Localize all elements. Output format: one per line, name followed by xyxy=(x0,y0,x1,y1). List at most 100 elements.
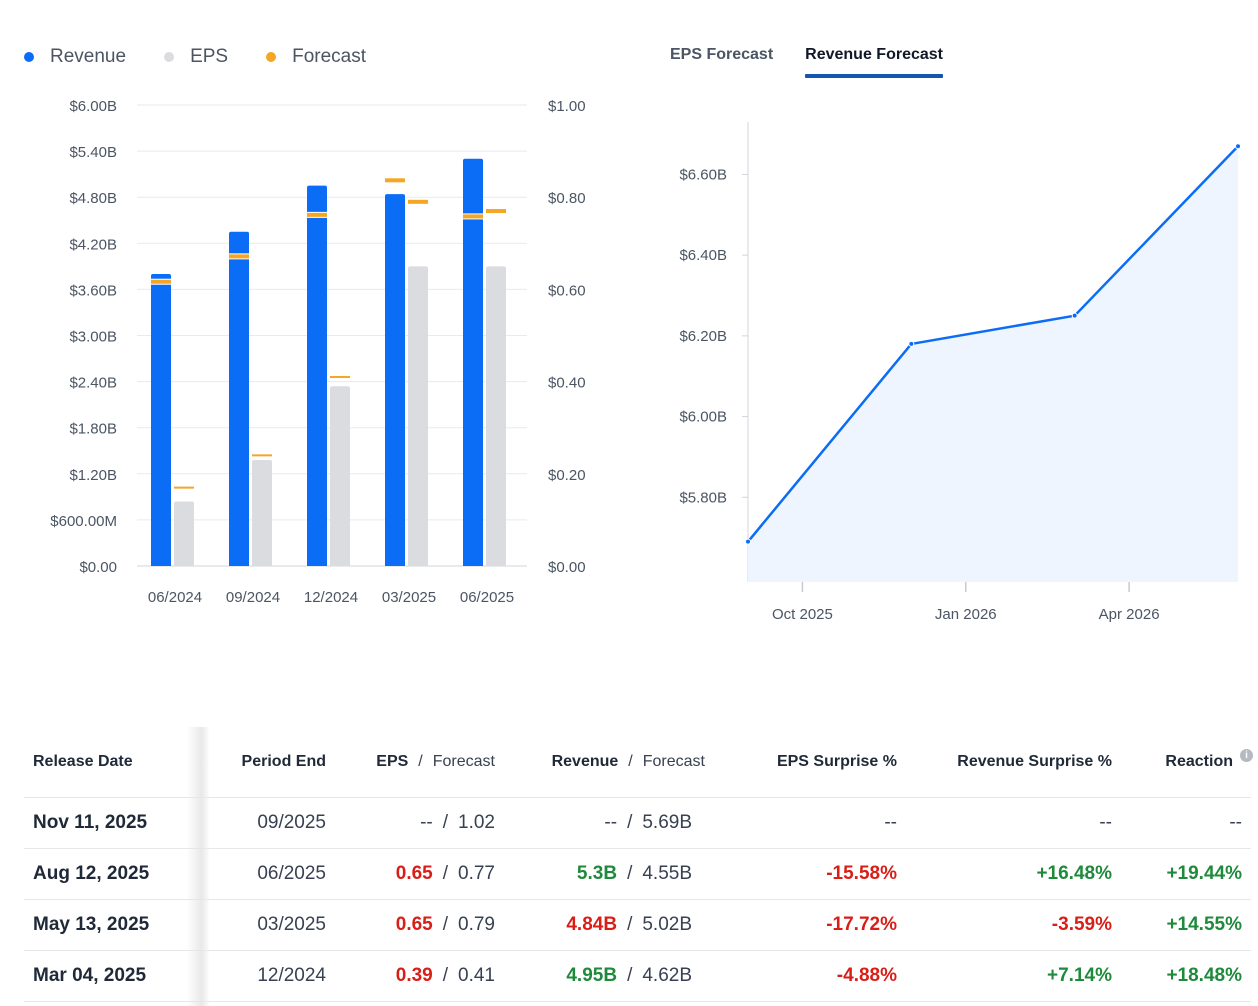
info-icon[interactable]: i xyxy=(1240,748,1253,762)
left-axis-tick-label: $3.60B xyxy=(69,282,117,299)
revenue-bar xyxy=(463,158,483,566)
legend-eps[interactable]: EPS xyxy=(164,46,228,68)
eps-surprise: -17.72% xyxy=(826,914,897,935)
revenue-forecast-marker xyxy=(151,279,171,284)
header-eps-forecast[interactable]: EPS / Forecast xyxy=(376,727,495,797)
eps-forecast-marker xyxy=(252,454,272,457)
right-axis-tick-label: $0.60 xyxy=(548,282,586,299)
header-revenue-forecast[interactable]: Revenue / Forecast xyxy=(552,727,705,797)
right-axis-tick-label: $0.80 xyxy=(548,190,586,207)
tab-revenue-forecast[interactable]: Revenue Forecast xyxy=(805,46,943,78)
left-axis-tick-label: $4.20B xyxy=(69,236,117,253)
eps-bar xyxy=(486,266,506,566)
table-header-row: Release Date Period End EPS / Forecast R… xyxy=(24,727,1253,798)
eps-bar xyxy=(408,266,428,566)
eps-bar xyxy=(330,386,350,566)
y-axis-tick-label: $6.00B xyxy=(679,409,727,426)
period-end: 12/2024 xyxy=(257,965,326,986)
legend-forecast-label: Forecast xyxy=(292,46,367,67)
table-row[interactable]: Nov 11, 2025 09/2025 -- / 1.02 -- / 5.69B -- -- -- xyxy=(24,798,1251,849)
left-axis-tick-label: $1.80B xyxy=(69,421,117,438)
eps-forecast: 0.41 xyxy=(458,965,495,986)
chart-legend: Revenue EPS Forecast xyxy=(24,46,404,68)
header-revenue-sep: / xyxy=(628,753,633,770)
eps-sep: / xyxy=(442,965,449,986)
legend-eps-dot xyxy=(164,52,175,62)
header-reaction-label: Reaction xyxy=(1165,753,1233,770)
revenue-surprise: +16.48% xyxy=(1036,863,1112,884)
revenue-surprise: -3.59% xyxy=(1051,914,1112,935)
header-reaction[interactable]: Reaction i xyxy=(1165,727,1253,797)
period-end: 06/2025 xyxy=(257,863,326,884)
legend-revenue[interactable]: Revenue xyxy=(24,46,126,68)
reaction: +18.48% xyxy=(1166,965,1242,986)
forecast-point xyxy=(908,340,915,347)
revenue-actual: 5.3B xyxy=(576,863,618,884)
revenue-forecast-marker xyxy=(463,214,483,219)
revenue-value: 4.95B / 4.62B xyxy=(566,951,692,1001)
left-axis-tick-label: $3.00B xyxy=(69,329,117,346)
forecast-area xyxy=(748,146,1238,583)
eps-sep: / xyxy=(442,914,449,935)
x-axis-tick-label: 12/2024 xyxy=(304,589,358,606)
header-period-end[interactable]: Period End xyxy=(241,753,326,770)
forecast-tabs: EPS Forecast Revenue Forecast xyxy=(670,46,975,78)
left-axis-tick-label: $2.40B xyxy=(69,375,117,392)
eps-forecast: 1.02 xyxy=(458,812,495,833)
right-axis-tick-label: $0.20 xyxy=(548,467,586,484)
revenue-forecast: 4.55B xyxy=(642,863,692,884)
x-axis-tick-label: Oct 2025 xyxy=(772,606,833,623)
eps-value: -- / 1.02 xyxy=(420,798,495,848)
left-axis-tick-label: $600.00M xyxy=(50,513,117,530)
eps-bar xyxy=(174,501,194,566)
eps-actual: 0.39 xyxy=(395,965,433,986)
revenue-forecast-marker xyxy=(307,212,327,217)
revenue-actual: 4.84B xyxy=(566,914,618,935)
tab-eps-forecast[interactable]: EPS Forecast xyxy=(670,46,774,63)
table-row[interactable]: May 13, 2025 03/2025 0.65 / 0.79 4.84B / 5.02B -… xyxy=(24,900,1251,951)
revenue-value: 5.3B / 4.55B xyxy=(577,849,692,899)
left-axis-tick-label: $5.40B xyxy=(69,144,117,161)
release-date: May 13, 2025 xyxy=(33,914,150,935)
revenue-actual: -- xyxy=(604,812,618,833)
earnings-bar-chart: $0.00 $600.00M $1.20B $1.80B $2.40B $3.00B $3.… xyxy=(50,98,586,606)
table-row[interactable]: Aug 12, 2025 06/2025 0.65 / 0.77 5.3B / 4.55B -1… xyxy=(24,849,1251,900)
revenue-bar xyxy=(151,274,171,566)
period-end: 09/2025 xyxy=(257,812,326,833)
revenue-forecast: 5.02B xyxy=(642,914,692,935)
revenue-forecast-area-chart: $5.80B $6.00B $6.20B $6.40B $6.60B Oct 2025 Ja… xyxy=(679,122,1241,623)
x-axis-tick-label: 06/2025 xyxy=(460,589,514,606)
header-release-date[interactable]: Release Date xyxy=(33,753,133,770)
revenue-surprise: -- xyxy=(1099,812,1112,833)
forecast-point xyxy=(1235,143,1241,150)
eps-value: 0.65 / 0.79 xyxy=(396,900,495,950)
eps-forecast-marker xyxy=(174,486,194,489)
header-eps-forecast-label: Forecast xyxy=(432,753,495,770)
eps-surprise: -15.58% xyxy=(826,863,897,884)
revenue-sep: / xyxy=(627,965,633,986)
earnings-table: Release Date Period End EPS / Forecast R… xyxy=(24,727,1253,1002)
x-axis-tick-label: 09/2024 xyxy=(226,589,280,606)
revenue-actual: 4.95B xyxy=(566,965,618,986)
legend-forecast[interactable]: Forecast xyxy=(266,46,366,68)
header-revenue-surprise[interactable]: Revenue Surprise % xyxy=(957,753,1112,770)
header-eps-surprise[interactable]: EPS Surprise % xyxy=(776,753,897,770)
release-date: Aug 12, 2025 xyxy=(33,863,150,884)
forecast-point xyxy=(1071,312,1078,319)
legend-revenue-dot xyxy=(24,52,34,62)
eps-forecast-marker xyxy=(408,199,428,204)
forecast-line xyxy=(747,145,1239,543)
eps-surprise: -- xyxy=(884,812,897,833)
eps-bar xyxy=(252,459,272,566)
left-axis-tick-label: $6.00B xyxy=(69,98,117,115)
y-axis-tick-label: $6.60B xyxy=(679,166,727,183)
eps-forecast-marker xyxy=(486,209,506,214)
table-row[interactable]: Mar 04, 2025 12/2024 0.39 / 0.41 4.95B / 4.62B -… xyxy=(24,951,1251,1002)
legend-eps-label: EPS xyxy=(190,46,229,67)
revenue-value: 4.84B / 5.02B xyxy=(566,900,692,950)
right-axis-tick-label: $0.40 xyxy=(548,375,586,392)
revenue-bar xyxy=(385,194,405,567)
header-eps: EPS xyxy=(376,753,409,770)
revenue-sep: / xyxy=(627,914,633,935)
eps-sep: / xyxy=(442,863,449,884)
